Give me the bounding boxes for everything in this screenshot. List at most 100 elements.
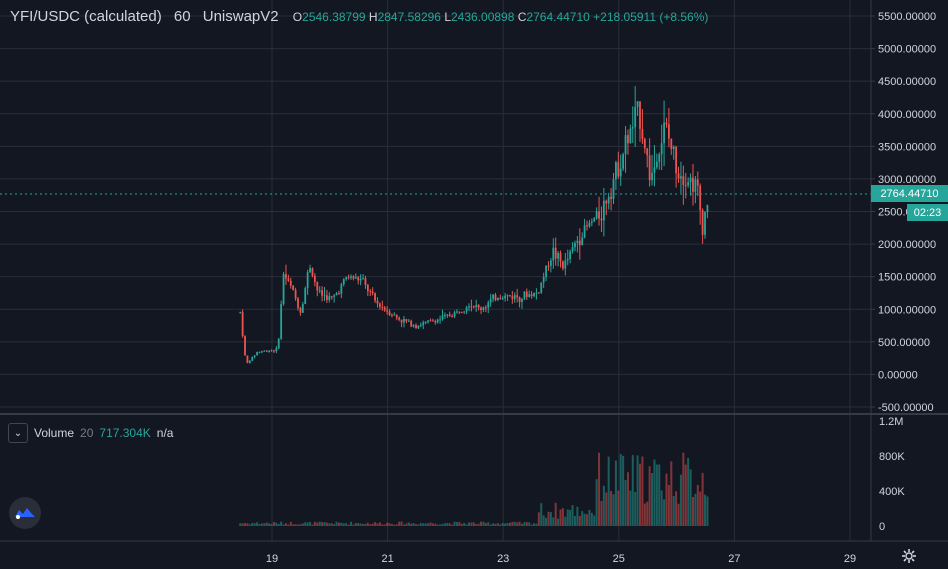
volume-bar [337,522,340,526]
volume-axis[interactable]: 1.2M 800K 400K 0 [879,416,905,533]
candle-body [648,155,651,181]
last-price-tag: 2764.44710 [871,185,948,202]
volume-bar [602,485,605,526]
collapse-chevron-icon[interactable]: ⌄ [8,423,28,443]
volume-bar [622,455,625,526]
price-tick-label: 0.00000 [878,369,918,381]
candle-body [311,268,314,276]
candle-body [434,321,437,323]
candle-body [273,350,275,352]
volume-title[interactable]: Volume [34,426,75,440]
candle-body [388,311,391,316]
close-label: C [517,10,527,24]
volume-bar [434,523,437,526]
candle-body [444,314,446,316]
candle-body [326,295,328,300]
candle-body [523,291,526,299]
candle-body [605,200,608,204]
volume-bar [667,484,670,526]
volume-bar [287,524,290,526]
volume-bar [636,455,639,526]
volume-bar [465,524,468,526]
candle-body [456,311,458,313]
volume-bar [689,469,692,526]
candle-body [636,101,639,107]
volume-bar [480,521,483,526]
candle-body [294,290,297,299]
candle-body [557,252,560,259]
volume-bar [292,524,295,526]
candle-body [571,247,574,252]
volume-bar [294,524,297,526]
volume-bar [638,463,641,526]
candle-body [694,179,697,192]
candle-body [258,351,261,353]
volume-bar [696,484,699,526]
volume-bar [477,523,480,526]
high-label: H [368,10,378,24]
volume-bar [436,524,439,526]
candle-body [405,319,408,322]
volume-bar [629,490,632,526]
candle-body [410,320,413,327]
volume-bar [547,511,550,526]
candle-body [593,218,596,222]
price-tick-label: 3000.00000 [878,174,936,186]
candle-body [424,321,427,323]
candle-body [354,277,357,279]
symbol-legend: YFI/USDC (calculated) 60 UniswapV2 O2546… [10,8,708,25]
time-tick-label: 21 [381,553,393,565]
candle-body [403,319,405,323]
candle-body [407,320,410,322]
candle-body [624,135,627,155]
volume-bar [496,523,499,526]
volume-bar [595,479,598,526]
candle-body [675,146,678,174]
volume-bar [533,523,536,526]
candle-body [595,211,598,219]
candle-body [472,306,475,308]
candle-body [347,277,350,279]
candle-body [612,179,615,200]
candle-body [509,295,511,297]
volume-bar [417,524,420,526]
candle-body [566,258,569,261]
volume-bar [260,523,263,526]
volume-bar [670,461,673,526]
candle-body [321,290,323,296]
time-tick-label: 25 [613,553,625,565]
candle-body [357,277,360,281]
volume-bar [586,514,589,526]
volume-bar [537,512,540,526]
candle-body [610,196,612,200]
price-axis[interactable]: 5500.00000 5000.00000 4500.00000 4000.00000… [871,11,936,414]
candle-body [581,237,584,246]
candle-body [533,292,535,297]
gear-icon[interactable] [899,546,919,566]
volume-bar [492,523,495,526]
volume-bar [682,452,685,526]
candle-body [448,314,451,317]
candle-body [651,172,653,181]
candle-body [684,185,687,187]
interval-label[interactable]: 60 [173,8,191,25]
volume-bar [482,521,485,526]
volume-bar [559,509,562,526]
volume-bar [660,490,663,526]
candle-body [699,185,702,211]
volume-bar [352,524,355,526]
candle-body [453,312,456,317]
volume-bar [530,524,533,526]
volume-bar [590,512,593,526]
volume-bar [439,524,442,526]
tradingview-logo-icon[interactable] [9,497,41,529]
symbol-name[interactable]: YFI/USDC (calculated) [10,8,162,25]
volume-bar [345,523,348,526]
candle-body [484,307,487,309]
volume-bar [241,523,244,526]
volume-bar [663,499,666,526]
volume-bar [282,524,285,526]
candle-body [687,182,690,186]
time-axis[interactable]: 19 21 23 25 27 29 [266,553,856,565]
